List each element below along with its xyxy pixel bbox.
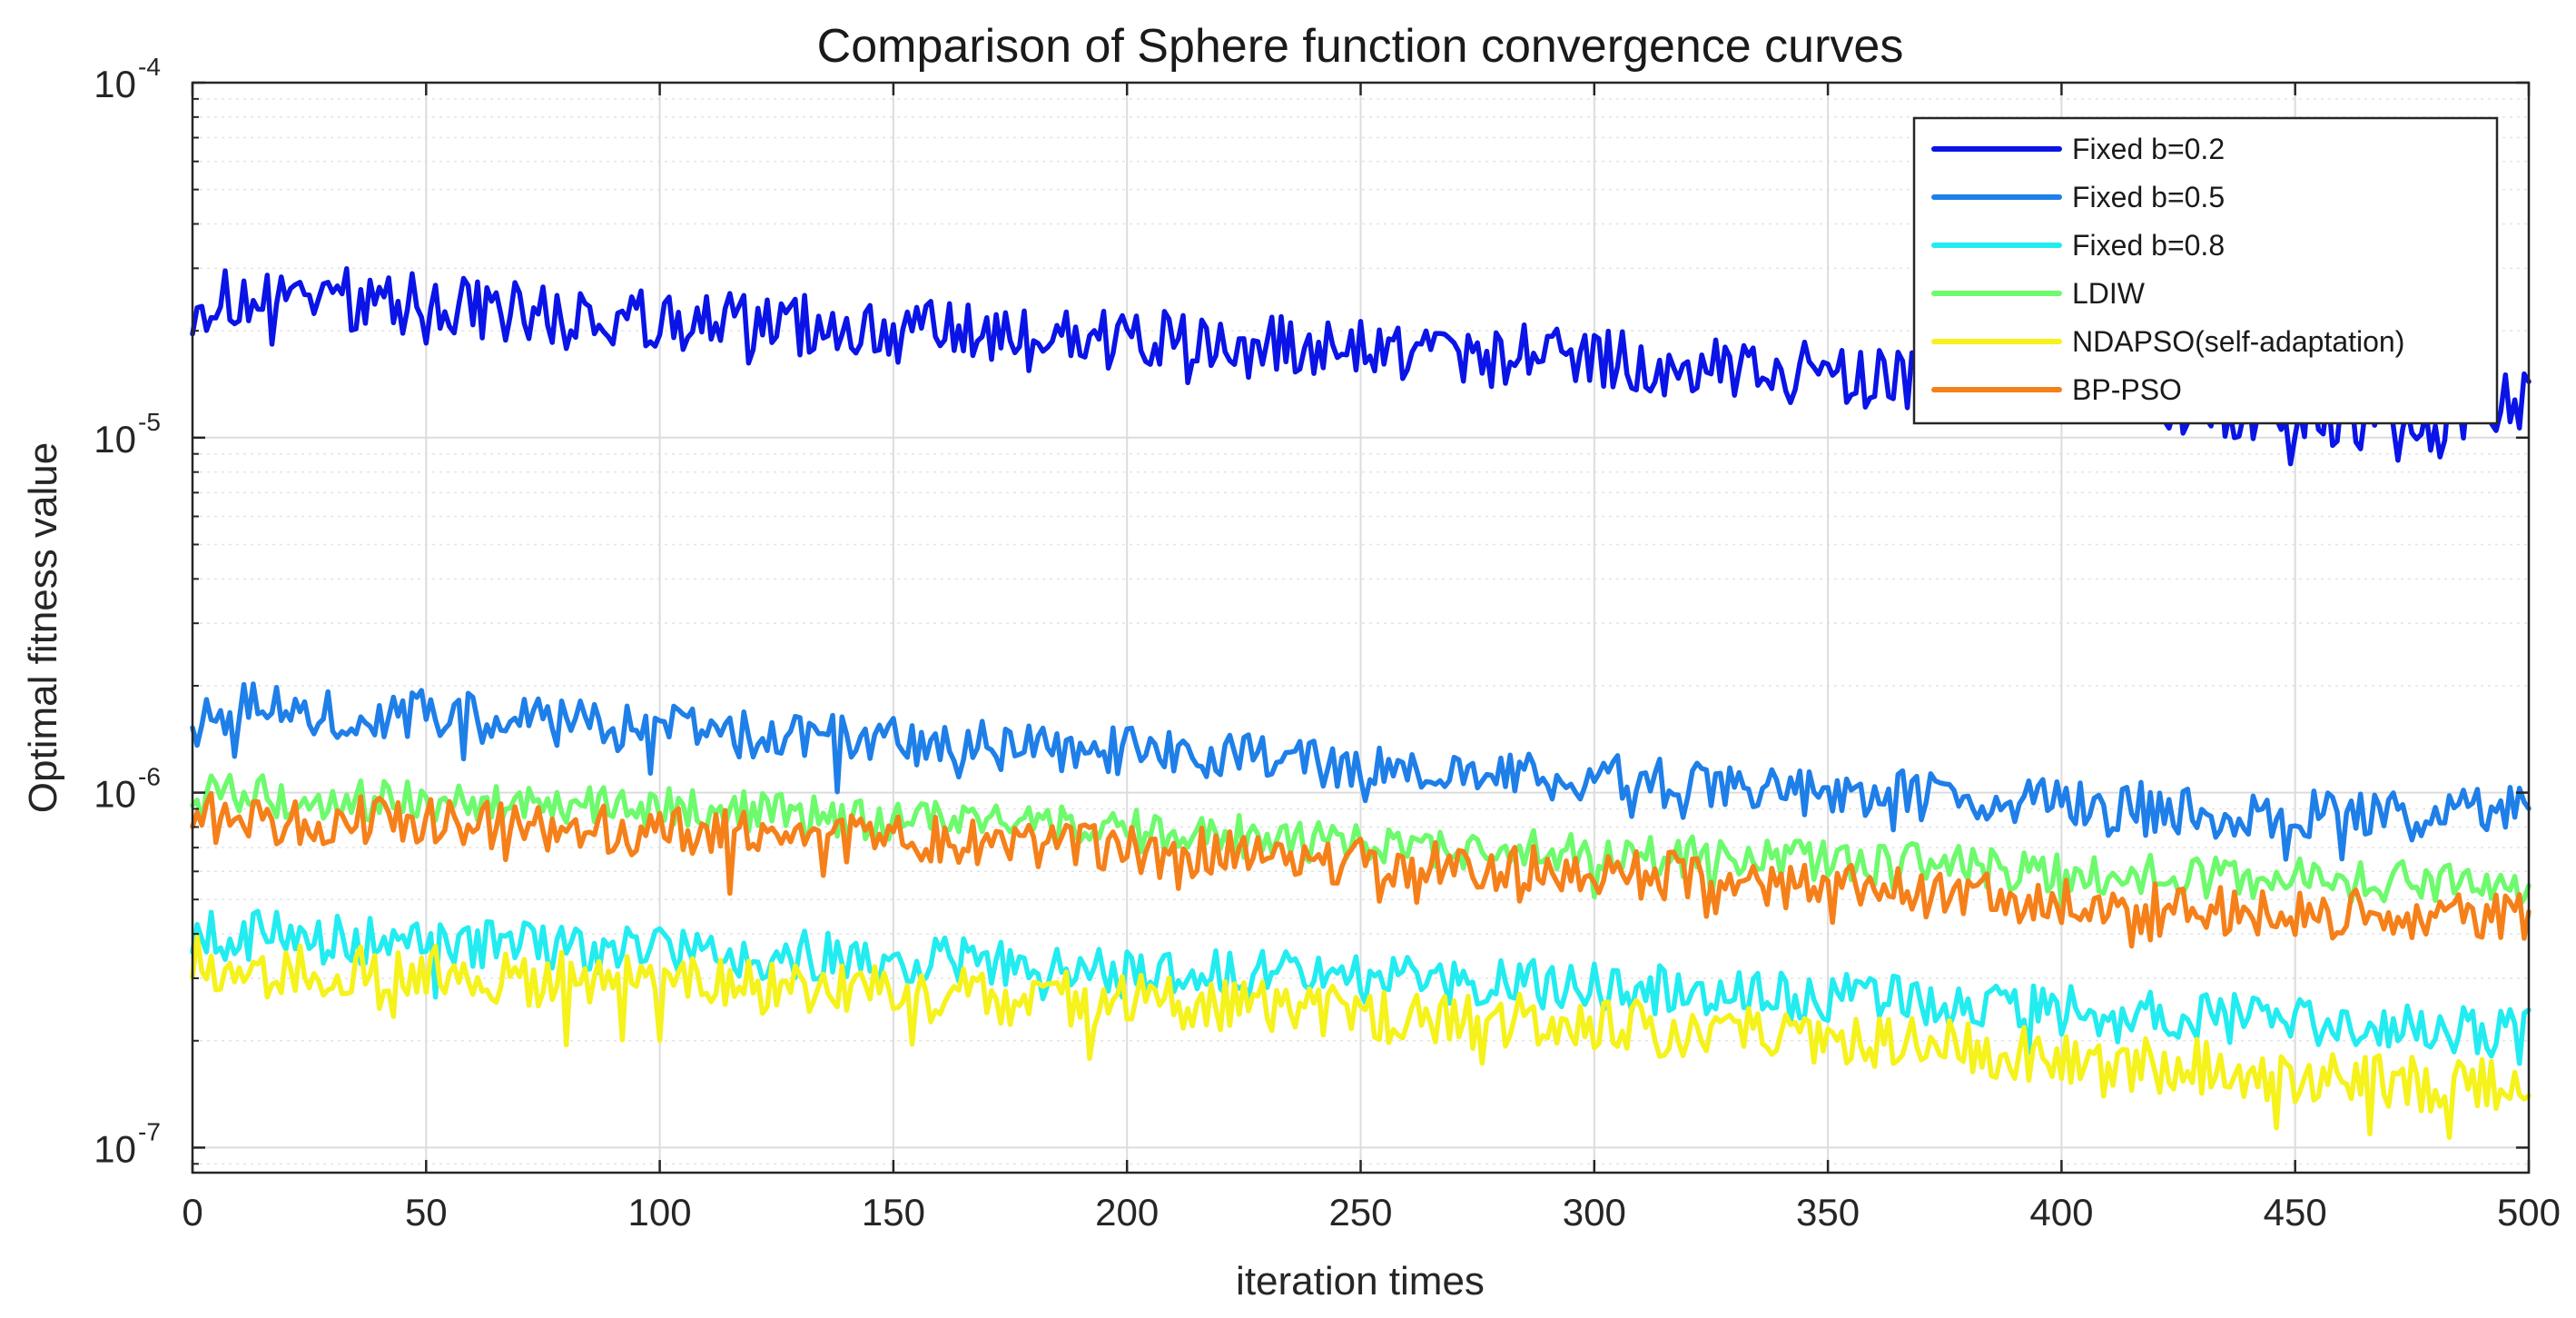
x-tick-label: 150	[862, 1191, 925, 1234]
y-tick-exponent: -7	[138, 1117, 161, 1145]
x-tick-label: 200	[1095, 1191, 1159, 1234]
legend-label: BP-PSO	[2072, 373, 2182, 406]
x-tick-label: 350	[1796, 1191, 1860, 1234]
x-tick-label: 450	[2264, 1191, 2327, 1234]
y-tick-exponent: -4	[138, 53, 161, 81]
legend: Fixed b=0.2 Fixed b=0.5 Fixed b=0.8 LDIW NDA…	[1914, 118, 2497, 423]
legend-label: Fixed b=0.2	[2072, 133, 2225, 165]
y-tick-exponent: -6	[138, 763, 161, 791]
y-tick-label: 10	[94, 63, 136, 105]
x-tick-label: 300	[1563, 1191, 1626, 1234]
x-tick-label: 100	[628, 1191, 692, 1234]
legend-label: Fixed b=0.5	[2072, 181, 2225, 213]
x-tick-label: 500	[2497, 1191, 2561, 1234]
convergence-chart: 0 50 100 150 200 250 300 350 400 450 500 10 -710 -61…	[0, 0, 2576, 1318]
x-tick-label: 250	[1328, 1191, 1392, 1234]
legend-label: NDAPSO(self-adaptation)	[2072, 325, 2404, 358]
legend-label: Fixed b=0.8	[2072, 229, 2225, 262]
legend-label: LDIW	[2072, 277, 2146, 310]
x-tick-label: 50	[405, 1191, 448, 1234]
y-axis-label: Optimal fitness value	[21, 442, 65, 813]
y-tick-label: 10	[94, 1127, 136, 1170]
y-tick-label: 10	[94, 773, 136, 816]
x-tick-label: 400	[2029, 1191, 2093, 1234]
x-tick-label: 0	[182, 1191, 202, 1234]
chart-title: Comparison of Sphere function convergenc…	[817, 20, 1904, 73]
x-axis-label: iteration times	[1236, 1259, 1485, 1303]
y-tick-exponent: -5	[138, 408, 161, 436]
y-tick-label: 10	[94, 418, 136, 461]
